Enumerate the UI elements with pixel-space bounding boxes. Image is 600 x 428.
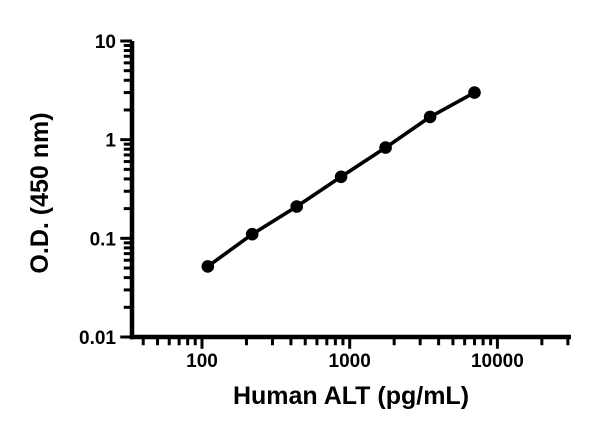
x-axis-title: Human ALT (pg/mL)	[233, 382, 469, 410]
y-axis-tick-label: 0.01	[79, 328, 116, 349]
data-series	[201, 86, 481, 273]
data-point	[379, 141, 392, 154]
x-axis-tick-label: 100	[186, 351, 218, 372]
x-axis-tick-label: 1000	[329, 351, 371, 372]
data-point	[334, 170, 348, 184]
y-axis-title: O.D. (450 nm)	[26, 112, 54, 273]
y-axis-tick-label: 1	[105, 131, 116, 152]
y-axis-tick-label: 0.1	[90, 229, 117, 250]
x-axis-tick-label: 10000	[471, 351, 524, 372]
y-axis-tick-label: 10	[95, 32, 116, 53]
data-point	[290, 200, 304, 213]
data-point	[468, 86, 481, 99]
data-point	[423, 110, 437, 124]
axis-ticks	[120, 39, 570, 349]
data-point	[245, 227, 259, 241]
axis-tick-labels: 0.01 0.1 1 10 100 1000 10000	[79, 32, 524, 372]
data-point	[201, 260, 215, 273]
axes	[129, 41, 571, 340]
